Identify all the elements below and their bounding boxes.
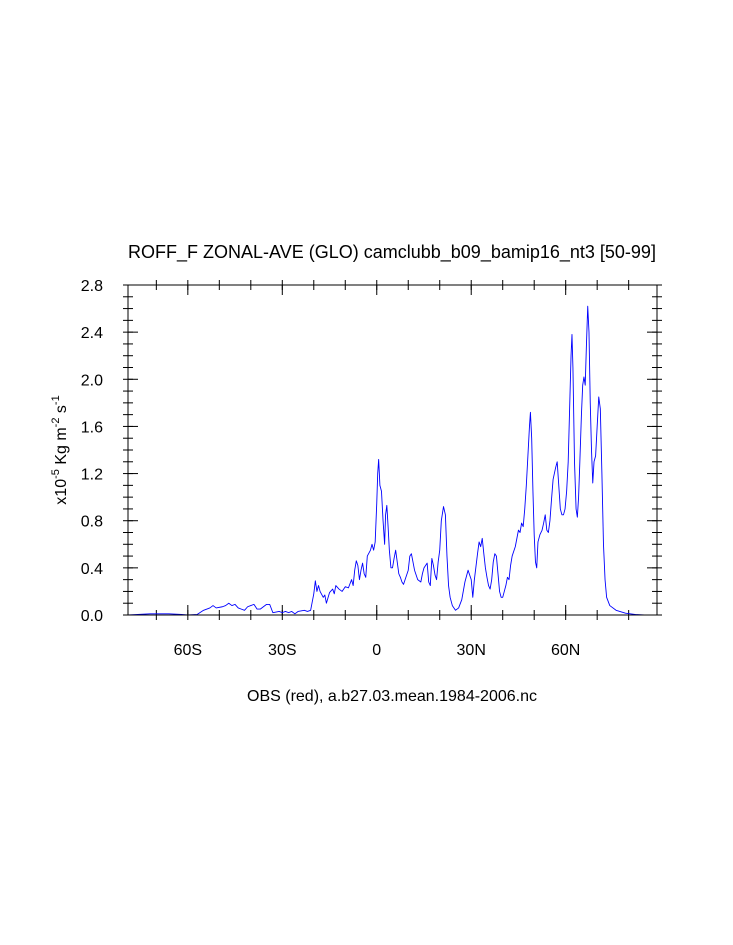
y-label-exp2: -2 bbox=[50, 418, 62, 428]
x-tick-label: 60N bbox=[551, 642, 580, 659]
x-tick-label: 0 bbox=[372, 642, 381, 659]
y-label-exp3: -1 bbox=[50, 395, 62, 405]
y-label-exp: -5 bbox=[50, 469, 62, 479]
x-tick-label: 60S bbox=[174, 642, 202, 659]
y-tick-label: 1.6 bbox=[81, 419, 103, 436]
y-tick-label: 0.0 bbox=[81, 608, 103, 625]
y-label-prefix: x10 bbox=[53, 479, 70, 505]
svg-text:x10-5 Kg m-2 s-1: x10-5 Kg m-2 s-1 bbox=[50, 395, 70, 504]
y-label-units-a: Kg m bbox=[53, 427, 70, 469]
y-tick-label: 2.8 bbox=[81, 278, 103, 295]
axis-ticks bbox=[123, 280, 662, 620]
y-tick-label: 2.4 bbox=[81, 325, 103, 342]
tick-labels: 0.0 0.4 0.8 1.2 1.6 2.0 2.4 2.8 60S 30S 0 30N 60N bbox=[81, 278, 581, 659]
chart-title: ROFF_F ZONAL-AVE (GLO) camclubb_b09_bami… bbox=[128, 242, 656, 263]
x-tick-label: 30S bbox=[268, 642, 296, 659]
y-tick-label: 0.8 bbox=[81, 514, 103, 531]
plot-frame bbox=[127, 284, 658, 616]
x-axis-label: OBS (red), a.b27.03.mean.1984-2006.nc bbox=[247, 688, 537, 705]
y-tick-label: 2.0 bbox=[81, 372, 103, 389]
series-line bbox=[127, 305, 657, 616]
y-tick-label: 0.4 bbox=[81, 561, 103, 578]
y-axis-label: x10-5 Kg m-2 s-1 bbox=[50, 395, 70, 504]
x-tick-label: 30N bbox=[457, 642, 486, 659]
y-label-units-b: s bbox=[53, 405, 70, 417]
y-tick-label: 1.2 bbox=[81, 467, 103, 484]
